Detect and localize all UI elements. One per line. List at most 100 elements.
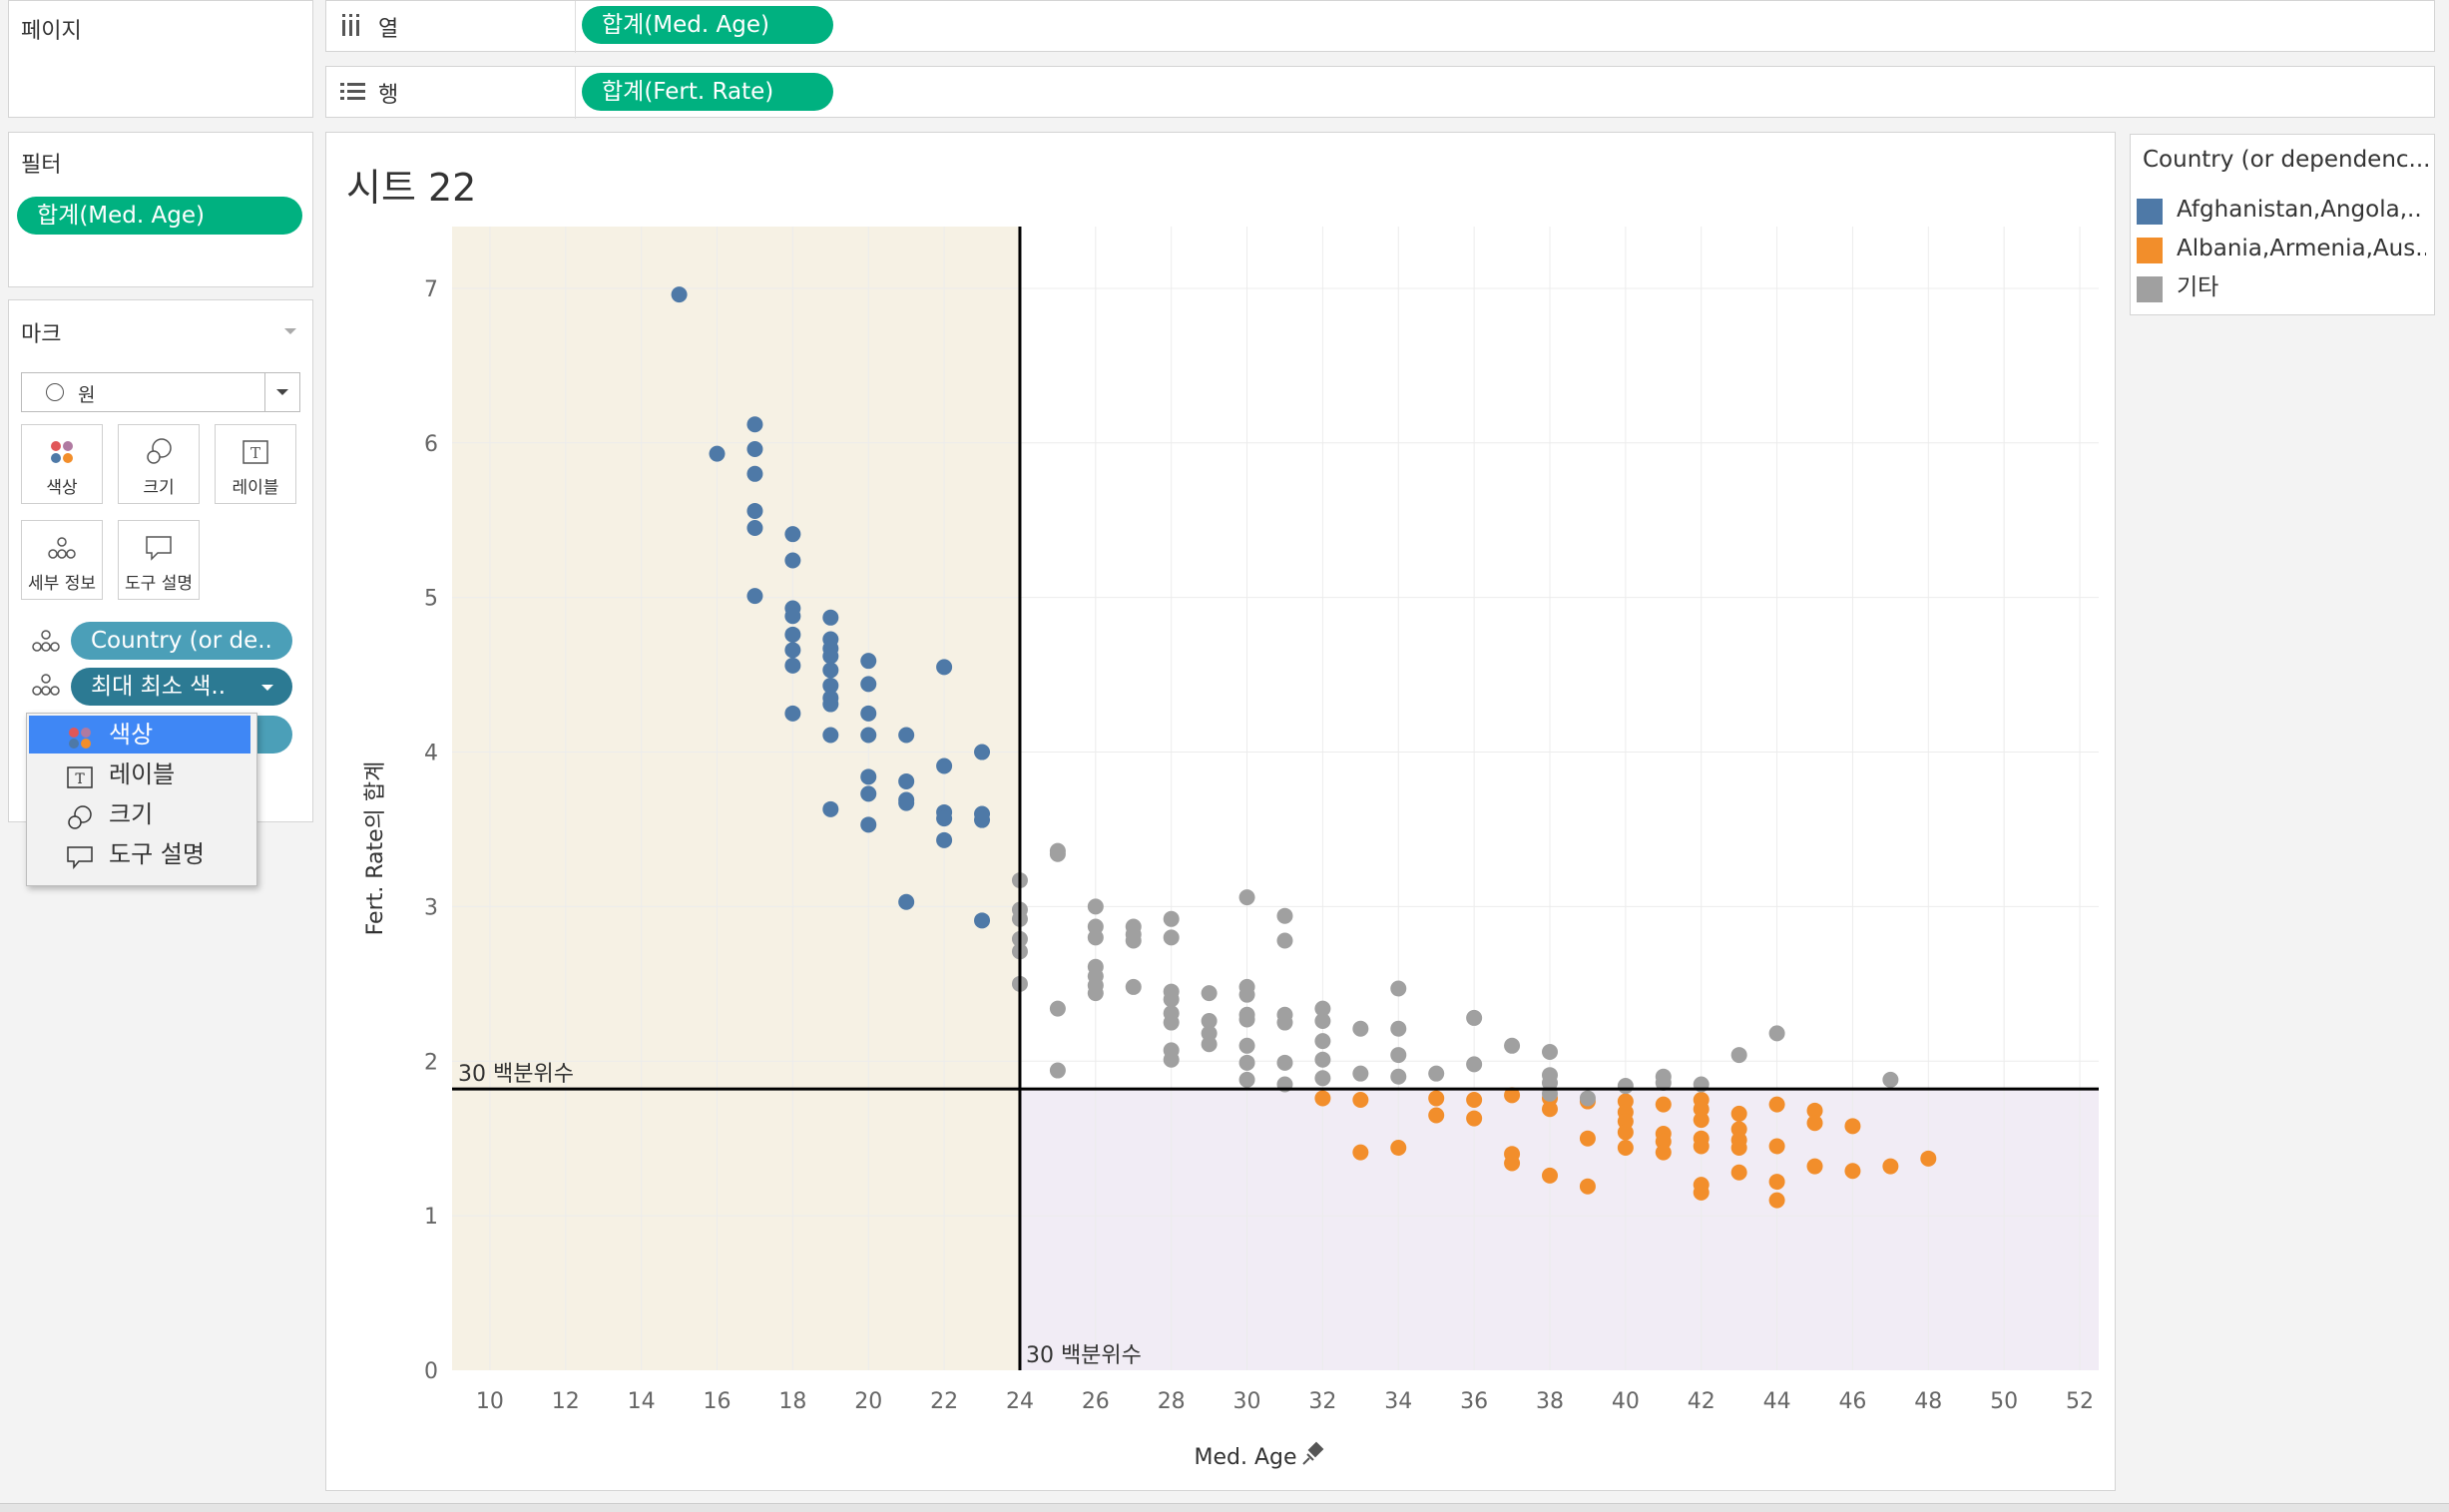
columns-shelf-label: 열 (378, 17, 399, 42)
menu-item-label: 색상 (109, 721, 154, 749)
legend-item-label: Afghanistan,Angola,.. (2177, 197, 2422, 223)
data-point (784, 608, 801, 625)
data-point (974, 912, 991, 929)
x-tick-label: 38 (1536, 1389, 1564, 1414)
menu-item-size[interactable]: 크기 (29, 795, 250, 833)
data-point (822, 662, 839, 679)
columns-pill-med-age[interactable]: 합계(Med. Age) (582, 6, 833, 44)
x-tick-label: 30 (1233, 1389, 1261, 1414)
data-point (784, 626, 801, 643)
data-point (1693, 1112, 1710, 1129)
data-point (1466, 1091, 1483, 1108)
menu-item-label-encoding[interactable]: T 레이블 (29, 756, 250, 793)
data-point (1693, 1138, 1710, 1155)
x-tick-label: 20 (854, 1389, 882, 1414)
data-point (1617, 1139, 1634, 1156)
x-tick-label: 32 (1308, 1389, 1336, 1414)
field-pill-country[interactable]: Country (or de.. (71, 622, 292, 660)
chevron-down-icon[interactable] (260, 668, 274, 706)
data-point (784, 642, 801, 659)
chevron-down-icon[interactable] (282, 322, 298, 341)
data-point (1579, 1178, 1596, 1195)
rows-shelf[interactable]: 행 합계(Fert. Rate) (325, 66, 2435, 119)
menu-item-tooltip[interactable]: 도구 설명 (29, 835, 250, 873)
data-point (1579, 1090, 1596, 1107)
data-point (1730, 1047, 1747, 1064)
x-tick-label: 46 (1838, 1389, 1866, 1414)
mark-type-dropdown[interactable]: 원 (21, 372, 300, 412)
x-tick-label: 14 (628, 1389, 656, 1414)
y-tick-label: 1 (424, 1205, 438, 1230)
data-point (1617, 1078, 1634, 1095)
data-point (822, 800, 839, 817)
data-point (860, 785, 877, 802)
filters-card[interactable]: 필터 합계(Med. Age) (8, 132, 313, 287)
x-tick-label: 44 (1763, 1389, 1791, 1414)
data-point (1504, 1155, 1521, 1172)
data-point (974, 744, 991, 760)
data-point (822, 648, 839, 665)
field-pill-max-min-color[interactable]: 최대 최소 색.. (71, 668, 292, 706)
data-point (1466, 1056, 1483, 1073)
shade-band-low-age (452, 227, 1020, 1370)
x-tick-label: 12 (552, 1389, 580, 1414)
x-tick-label: 28 (1158, 1389, 1186, 1414)
data-point (1390, 1139, 1407, 1156)
reference-line-y-label: 30 백분위수 (458, 1062, 574, 1087)
x-tick-label: 52 (2066, 1389, 2094, 1414)
encoding-context-menu: 색상 T 레이블 크기 도구 설명 (26, 713, 257, 886)
x-tick-label: 22 (930, 1389, 958, 1414)
marks-title: 마크 (21, 322, 62, 347)
data-point (860, 768, 877, 785)
data-point (1882, 1071, 1899, 1088)
data-point (860, 676, 877, 693)
x-tick-label: 42 (1688, 1389, 1715, 1414)
data-point (860, 727, 877, 744)
filter-pill-med-age[interactable]: 합계(Med. Age) (17, 197, 302, 235)
size-button[interactable]: 크기 (118, 424, 200, 504)
y-axis-title: Fert. Rate의 합계 (363, 761, 388, 936)
data-point (1617, 1124, 1634, 1141)
sheet-tab-strip (0, 1503, 2449, 1512)
x-tick-label: 10 (476, 1389, 504, 1414)
detail-button[interactable]: 세부 정보 (21, 520, 103, 600)
y-tick-label: 7 (424, 277, 438, 302)
color-button[interactable]: 색상 (21, 424, 103, 504)
data-point (1693, 1184, 1710, 1201)
data-point (860, 653, 877, 670)
rows-pill-fert-rate[interactable]: 합계(Fert. Rate) (582, 73, 833, 111)
color-button-label: 색상 (46, 478, 78, 498)
data-point (1390, 1047, 1407, 1064)
data-point (1390, 1020, 1407, 1037)
detail-button-label: 세부 정보 (28, 574, 96, 594)
data-point (1087, 898, 1104, 915)
data-point (1049, 845, 1066, 862)
x-tick-label: 24 (1006, 1389, 1034, 1414)
data-point (1579, 1130, 1596, 1147)
size-button-label: 크기 (143, 478, 175, 498)
data-point (936, 810, 953, 827)
legend-item-label: 기타 (2177, 274, 2219, 300)
menu-item-color[interactable]: 색상 (29, 716, 250, 754)
data-point (784, 552, 801, 569)
data-point (822, 677, 839, 694)
data-point (1087, 929, 1104, 946)
label-button[interactable]: T 레이블 (215, 424, 296, 504)
data-point (1542, 1043, 1558, 1060)
tooltip-button[interactable]: 도구 설명 (118, 520, 200, 600)
data-point (1163, 929, 1180, 946)
dropdown-arrow[interactable] (264, 373, 299, 411)
data-point (1238, 1071, 1255, 1088)
data-point (1428, 1065, 1445, 1082)
pages-shelf[interactable]: 페이지 (8, 0, 313, 118)
shelf-divider (575, 67, 576, 119)
data-point (1049, 1062, 1066, 1079)
data-point (1314, 1013, 1331, 1030)
data-point (1238, 1037, 1255, 1054)
data-point (860, 705, 877, 722)
x-tick-label: 18 (778, 1389, 806, 1414)
columns-shelf[interactable]: 열 합계(Med. Age) (325, 0, 2435, 53)
pin-icon (1302, 1441, 1324, 1465)
data-point (1768, 1138, 1785, 1155)
y-tick-label: 3 (424, 895, 438, 920)
